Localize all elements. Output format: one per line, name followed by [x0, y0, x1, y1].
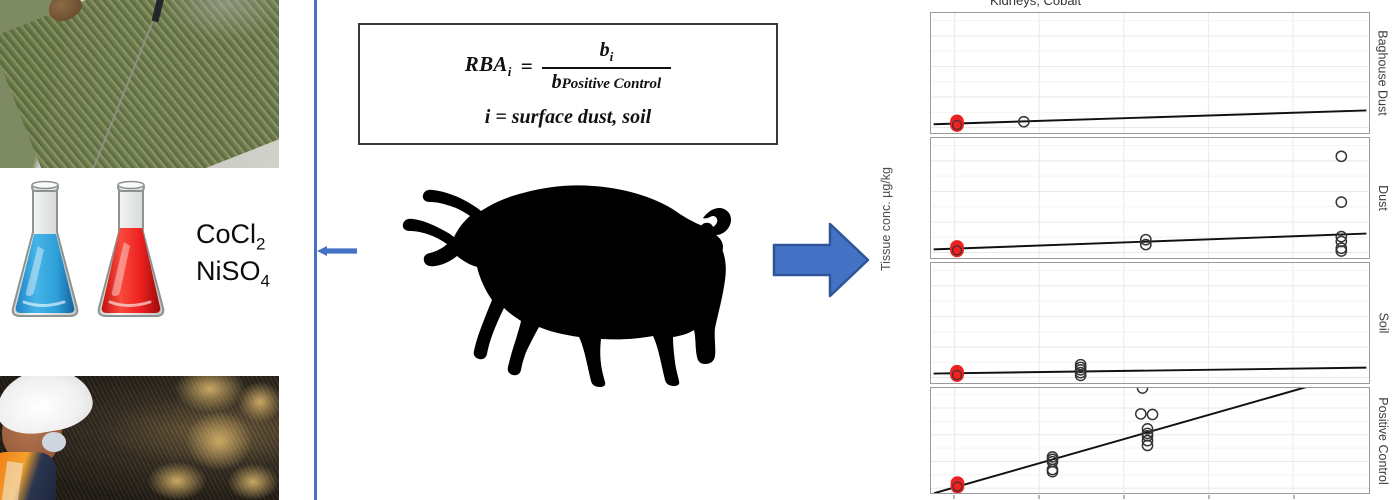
- y-axis-tick-mark: [930, 67, 931, 68]
- chemical-formula: NiSO: [196, 256, 261, 287]
- chart-panel: 0100200300: [930, 262, 1370, 384]
- chemical-subscript: 2: [256, 234, 266, 254]
- facet-strip-label: Positive Control: [1372, 387, 1394, 494]
- pig-silhouette: [402, 185, 732, 387]
- facet-strip-label: Soil: [1372, 262, 1394, 384]
- chart-panel: 0100200300: [930, 12, 1370, 134]
- soil-light-patch: [238, 382, 279, 422]
- y-axis-tick-mark: [930, 462, 931, 463]
- y-axis-tick-mark: [930, 286, 931, 287]
- chart-panel: 0100200300: [930, 137, 1370, 259]
- x-axis-tick-mark: [1038, 495, 1040, 499]
- y-axis-tick-mark: [930, 223, 931, 224]
- denominator-subscript: Positive Control: [561, 76, 662, 92]
- facet-strip-text: Dust: [1376, 185, 1391, 211]
- y-axis-tick-mark: [930, 192, 931, 193]
- formula-rba-equation: RBAi = bi bPositive Control: [464, 39, 672, 94]
- chemical-label-niso4: NiSO4: [196, 255, 270, 292]
- x-axis-tick-mark: [1123, 495, 1125, 499]
- chemical-label-list: CoCl2 NiSO4: [196, 218, 270, 292]
- y-axis-tick-mark: [930, 348, 931, 349]
- right-block-arrow-icon: [772, 222, 870, 298]
- soil-light-patch: [175, 376, 245, 412]
- formula-denominator: bPositive Control: [551, 71, 662, 93]
- y-axis-tick-mark: [930, 98, 931, 99]
- formula-index-definition: i = surface dust, soil: [484, 106, 652, 128]
- worker-hand: [42, 432, 66, 452]
- erlenmeyer-flask-red: [97, 180, 165, 317]
- chemical-subscript: 4: [260, 271, 270, 291]
- formula-equals: =: [520, 54, 533, 78]
- soil-light-patch: [186, 412, 252, 470]
- chart-title: Kidneys, Cobalt: [990, 0, 1082, 8]
- facet-scatter-chart: Kidneys, Cobalt Tissue conc. µg/kg 01002…: [872, 0, 1400, 500]
- y-axis-tick-mark: [930, 254, 931, 255]
- chart-panel: 0100200300: [930, 387, 1370, 494]
- photo-worker-soil: [0, 376, 279, 500]
- left-arrow-icon: [317, 246, 357, 256]
- y-axis-tick-mark: [930, 435, 931, 436]
- x-axis: 050100150200: [930, 495, 1370, 500]
- formula-fraction: bi bPositive Control: [541, 39, 672, 94]
- y-axis-tick-mark: [930, 379, 931, 380]
- y-axis-tick-mark: [930, 36, 931, 37]
- y-axis-tick-mark: [930, 317, 931, 318]
- soil-light-patch: [148, 462, 206, 500]
- chemical-formula: CoCl: [196, 219, 257, 249]
- photo-sidewalk-grass: [0, 0, 279, 168]
- facet-strip-text: Soil: [1376, 312, 1390, 334]
- soil-light-patch: [228, 464, 278, 500]
- y-axis-tick-mark: [930, 490, 931, 491]
- facet-strip-text: Positive Control: [1376, 396, 1391, 485]
- facet-strip-label: Dust: [1372, 137, 1394, 259]
- numerator-subscript: i: [609, 49, 614, 64]
- facet-strip-text: Baghouse Dust: [1376, 30, 1391, 116]
- formula-numerator: bi: [599, 39, 614, 64]
- x-axis-tick-mark: [1293, 495, 1295, 499]
- flask-group: [6, 176, 176, 324]
- chemical-label-cocl2: CoCl2: [196, 218, 270, 255]
- y-axis-tick-mark: [930, 129, 931, 130]
- formula-lhs: RBAi: [464, 52, 512, 80]
- formula-box: RBAi = bi bPositive Control i = surface …: [358, 23, 778, 145]
- fraction-bar: [541, 67, 672, 69]
- x-axis-tick-mark: [1208, 495, 1210, 499]
- erlenmeyer-flask-blue: [11, 180, 79, 317]
- formula-lhs-subscript: i: [507, 64, 512, 80]
- y-axis-tick-mark: [930, 161, 931, 162]
- x-axis-tick-mark: [953, 495, 955, 499]
- y-axis-label: Tissue conc. µg/kg: [879, 167, 893, 272]
- y-axis-tick-mark: [930, 408, 931, 409]
- vertical-divider-line: [314, 0, 317, 500]
- sidewalk-blur: [165, 0, 279, 40]
- facet-strip-label: Baghouse Dust: [1372, 12, 1394, 134]
